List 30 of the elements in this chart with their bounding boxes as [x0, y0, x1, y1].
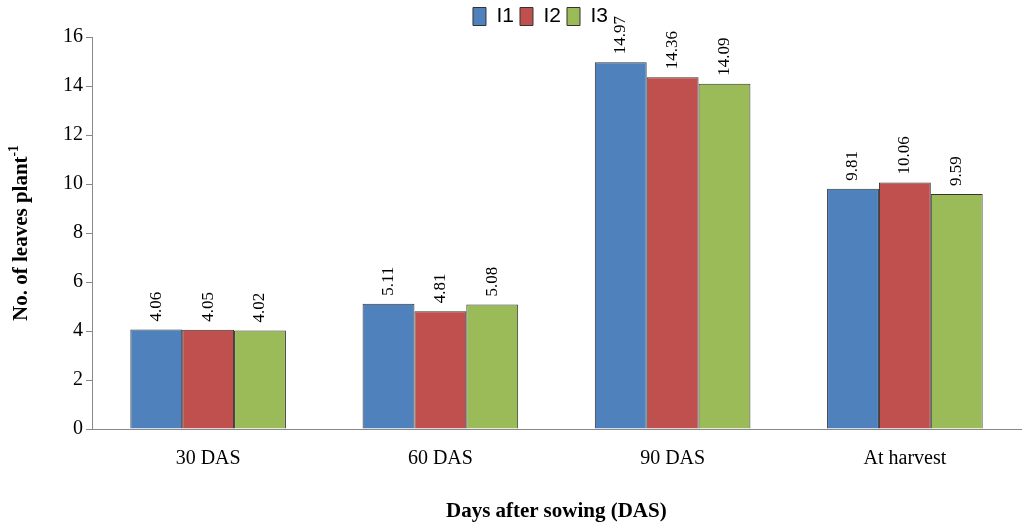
- data-label: 14.36: [662, 30, 682, 70]
- x-tick-label: 90 DAS: [640, 446, 706, 469]
- y-axis-title: No. of leaves plant-1: [6, 144, 33, 321]
- data-label: 4.05: [197, 292, 217, 322]
- data-label: 14.97: [610, 15, 630, 55]
- y-tick-label: 4: [73, 318, 83, 341]
- y-tick-label: 6: [73, 269, 83, 292]
- y-tick-label: 14: [63, 73, 83, 96]
- data-label: 4.81: [429, 273, 449, 304]
- x-axis-title: Days after sowing (DAS): [445, 498, 667, 523]
- data-label: 5.08: [481, 266, 501, 297]
- y-tick-label: 16: [63, 24, 83, 47]
- data-label: 9.81: [842, 150, 862, 181]
- legend-label: I1: [496, 3, 514, 27]
- x-tick-label: At harvest: [863, 446, 947, 469]
- legend-label: I3: [590, 3, 609, 27]
- data-label: 9.59: [946, 156, 966, 187]
- legend-label: I2: [543, 3, 562, 27]
- data-label: 14.09: [713, 37, 733, 76]
- y-tick-label: 2: [73, 367, 83, 390]
- y-tick-label: 0: [73, 416, 83, 439]
- data-label: 5.11: [377, 266, 397, 296]
- x-tick-label: 30 DAS: [175, 446, 241, 469]
- y-tick-label: 12: [63, 122, 83, 145]
- data-label: 4.02: [249, 292, 269, 323]
- data-label: 10.06: [894, 136, 914, 175]
- x-tick-label: 60 DAS: [407, 446, 473, 469]
- y-tick-label: 8: [73, 220, 83, 243]
- y-tick-label: 10: [63, 171, 83, 194]
- data-label: 4.06: [145, 291, 165, 322]
